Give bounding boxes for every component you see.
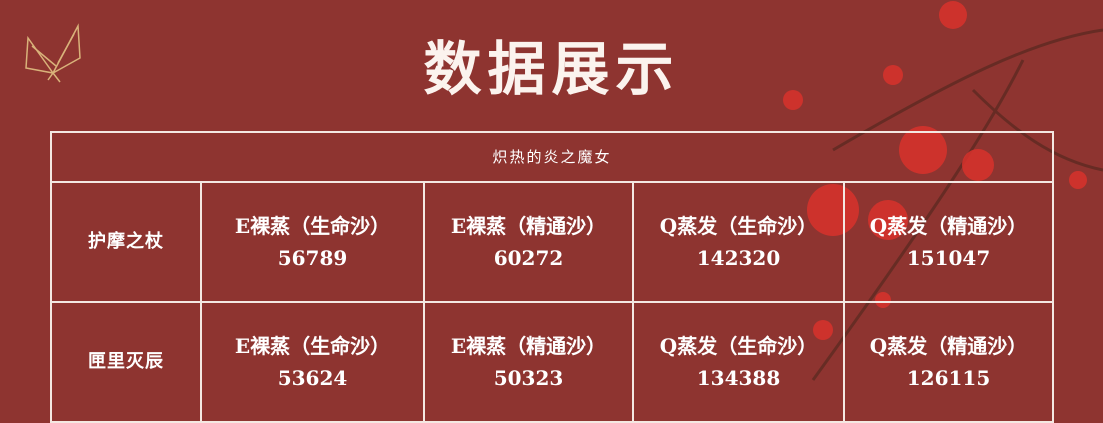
cell-name: Q蒸发（精通沙） (869, 214, 1028, 238)
cell-value: 142320 (696, 246, 781, 270)
cell-value: 151047 (906, 246, 991, 270)
table-cell: Q蒸发（生命沙） 134388 (632, 301, 845, 423)
cell-name: E裸蒸（精通沙） (450, 214, 607, 238)
table-cell: E裸蒸（精通沙） 50323 (423, 301, 634, 423)
table-cell: Q蒸发（精通沙） 151047 (843, 181, 1054, 303)
table-cell: E裸蒸（生命沙） 56789 (200, 181, 425, 303)
cell-name: E裸蒸（精通沙） (450, 334, 607, 358)
cell-value: 134388 (696, 366, 781, 390)
page-title: 数据展示 (423, 35, 680, 103)
cell-name: Q蒸发（生命沙） (659, 334, 818, 358)
table-row: 护摩之杖 E裸蒸（生命沙） 56789 E裸蒸（精通沙） 60272 Q蒸发（生命沙… (50, 181, 1054, 303)
table-row: 匣里灭辰 E裸蒸（生命沙） 53624 E裸蒸（精通沙） 50323 Q蒸发（生命沙… (50, 301, 1054, 423)
cell-value: 60272 (493, 246, 564, 270)
cell-value: 53624 (277, 366, 348, 390)
table-cell: Q蒸发（生命沙） 142320 (632, 181, 845, 303)
butterfly-icon (25, 23, 81, 83)
row-label: 匣里灭辰 (50, 301, 202, 423)
row-label: 护摩之杖 (50, 181, 202, 303)
cell-value: 56789 (277, 246, 348, 270)
cell-value: 126115 (906, 366, 991, 390)
damage-table: 炽热的炎之魔女 护摩之杖 E裸蒸（生命沙） 56789 E裸蒸（精通沙） 60272… (50, 131, 1054, 423)
table-cell: Q蒸发（精通沙） 126115 (843, 301, 1054, 423)
cell-name: E裸蒸（生命沙） (234, 214, 391, 238)
table-cell: E裸蒸（精通沙） 60272 (423, 181, 634, 303)
table-cell: E裸蒸（生命沙） 53624 (200, 301, 425, 423)
cell-name: Q蒸发（精通沙） (869, 334, 1028, 358)
table-header: 炽热的炎之魔女 (50, 131, 1054, 183)
cell-name: E裸蒸（生命沙） (234, 334, 391, 358)
cell-name: Q蒸发（生命沙） (659, 214, 818, 238)
cell-value: 50323 (493, 366, 564, 390)
